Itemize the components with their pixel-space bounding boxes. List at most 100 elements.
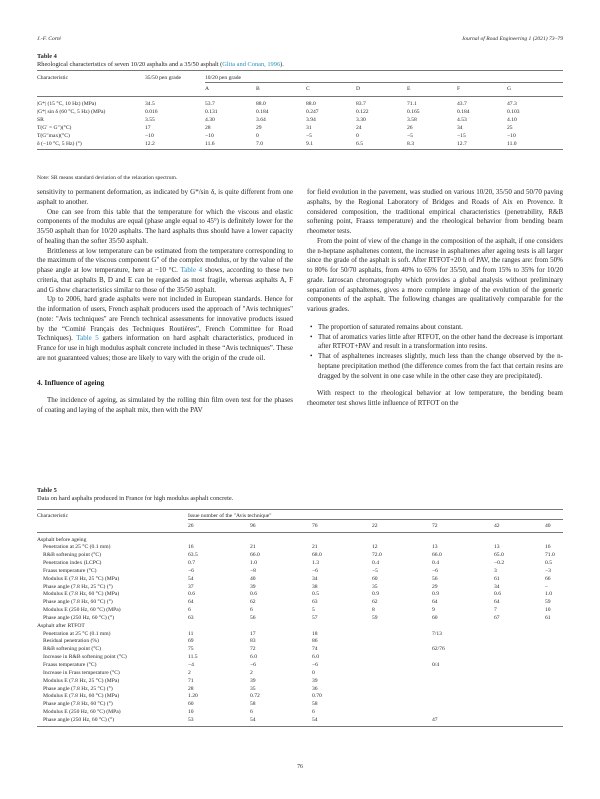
table-cell: 74 [312, 646, 318, 653]
table-reference-link[interactable]: Table 5 [76, 334, 99, 343]
table-row: Modulus E (250 Hz, 60 °C) (MPa) 10 6 6 [37, 709, 563, 717]
section-row: Asphalt before ageing [37, 537, 563, 545]
table-cell: 1.0 [250, 560, 257, 567]
table-cell [494, 686, 545, 694]
table-row: Phase angle (250 Hz, 60 °C) (°) 63 56 57 59 6… [37, 615, 563, 623]
row-label: Modulus E (7.8 Hz, 60 °C) (MPa) [43, 693, 120, 700]
table-cell: 6.0 [312, 654, 319, 661]
table-cell: 66 [545, 575, 551, 582]
table-cell [545, 686, 563, 694]
row-label: Penetration at 25 °C (0.1 mm) [43, 544, 111, 551]
table4-note: Note: SR means standard deviation of the… [37, 175, 178, 181]
table-cell: 24 [356, 125, 362, 132]
table-cell: 6.5 [356, 141, 407, 151]
table-cell: 34 [312, 575, 318, 582]
row-label: |G*| (15 °C, 10 Hz) (MPa) [37, 100, 97, 107]
table4-subheader: D [356, 82, 407, 97]
table-cell: 0.6 [250, 591, 257, 598]
table-cell: −10 [507, 133, 516, 140]
table-cell: 64 [188, 599, 194, 606]
table-cell: 60 [372, 575, 378, 582]
table-cell: 25 [507, 125, 513, 132]
table-row: Increase in Frass temperature (°C) 2 2 0 [37, 670, 563, 678]
table-cell: 1.20 [188, 693, 198, 700]
table-cell: −5 [372, 567, 378, 574]
row-label: Phase angle (250 Hz, 60 °C) (°) [43, 614, 115, 621]
row-label: Phase angle (7.8 Hz, 25 °C) (°) [43, 685, 113, 692]
table-cell: 47.3 [507, 100, 517, 107]
table-cell [494, 662, 545, 670]
paragraph: sensitivity to permanent deformation, as… [37, 188, 293, 208]
table-cell: 3 [494, 567, 497, 574]
table-cell: 39 [250, 583, 256, 590]
paragraph: for field evolution in the pavement, was… [307, 188, 563, 237]
table-cell: 21 [312, 544, 318, 551]
table-cell: 35 [372, 583, 378, 590]
table5-caption: Table 5 Data on hard asphalts produced i… [37, 487, 233, 503]
table-cell: −6 [188, 567, 194, 574]
table-cell: 3.30 [356, 116, 366, 123]
table-cell: 18 [312, 630, 318, 637]
section-row: Asphalt after RTFOT [37, 623, 563, 631]
table-row: Residual penetration (%) 69 83 86 [37, 638, 563, 646]
bullet-item: That of asphaltenes increases slightly, … [307, 352, 563, 381]
table5-subheader: 40 [545, 519, 563, 533]
table-cell [545, 646, 563, 654]
table-row: Phase angle (7.8 Hz, 60 °C) (°) 60 58 58 [37, 701, 563, 709]
table-cell: 0.103 [507, 108, 520, 115]
table-cell: 47 [432, 716, 494, 727]
table-cell: 64 [494, 599, 500, 606]
table-cell [372, 701, 432, 709]
table-cell: 62 [372, 599, 378, 606]
paragraph-text: sensitivity to permanent deformation, as… [37, 188, 293, 206]
paragraph-text: From the point of view of the change in … [307, 236, 563, 313]
row-label: Phase angle (7.8 Hz, 60 °C) (°) [43, 701, 113, 708]
row-label: Increase in R&B softening point (°C) [43, 654, 127, 661]
table-cell [372, 686, 432, 694]
table-cell: −0.2 [494, 560, 505, 567]
table-cell: −4 [188, 662, 194, 668]
table-cell: 71.1 [407, 100, 417, 107]
table-cell [432, 654, 494, 662]
table-reference-link[interactable]: Table 4 [180, 266, 203, 274]
table-cell [372, 693, 432, 701]
table-row: |G*| (15 °C, 10 Hz) (MPa) 34.5 53.7 88.0 88.… [37, 101, 563, 109]
table-cell: 56 [432, 575, 438, 582]
table-row: Fraass temperature (°C) −4 −6 −6 0/4 [37, 662, 563, 670]
row-label: Fraass temperature (°C) [43, 662, 97, 668]
table4-header-3550: 35/50 pen grade [145, 70, 205, 83]
table-5: Characteristic Issue number of the "Avis… [37, 509, 563, 727]
table-cell [432, 701, 494, 709]
table-cell [545, 631, 563, 639]
table-row: Fraass temperature (°C) −6 −8 −6 −5 −6 3 −3 [37, 568, 563, 576]
paragraph: Brittleness at low temperature can be es… [37, 247, 293, 296]
table-cell [545, 638, 563, 646]
table-cell: −10 [145, 133, 154, 140]
table5-subheader: 72 [432, 519, 494, 533]
table-cell: 34 [494, 583, 500, 590]
table-cell: 12 [372, 544, 378, 551]
table-cell: 0.9 [372, 591, 379, 598]
table-cell [432, 709, 494, 717]
table-cell: 0.9 [432, 591, 439, 598]
table-cell [494, 638, 545, 646]
table-cell: −15 [457, 133, 466, 140]
table-cell: 4.53 [457, 116, 467, 123]
table-cell: 86 [312, 638, 318, 645]
table5-subheader: 96 [250, 519, 312, 533]
table4-subheader: C [306, 82, 356, 97]
table-cell [372, 678, 432, 686]
row-label: Penetration index (LCPC) [43, 560, 102, 567]
table-cell: 0.131 [205, 108, 218, 115]
running-journal: Journal of Road Engineering 1 (2021) 73–… [461, 36, 563, 42]
table-cell: 37 [188, 583, 194, 590]
table-cell: 0.6 [188, 591, 195, 598]
table-cell: 21 [250, 544, 256, 551]
table-cell [432, 693, 494, 701]
table-cell: 8 [372, 607, 375, 614]
table-cell: 26 [407, 125, 413, 132]
table-cell: 12.7 [457, 141, 507, 151]
table5-header-characteristic: Characteristic [37, 509, 188, 520]
table4-citation-link[interactable]: Glita and Conan, 1996 [222, 61, 281, 68]
table-cell: 60 [432, 614, 438, 621]
